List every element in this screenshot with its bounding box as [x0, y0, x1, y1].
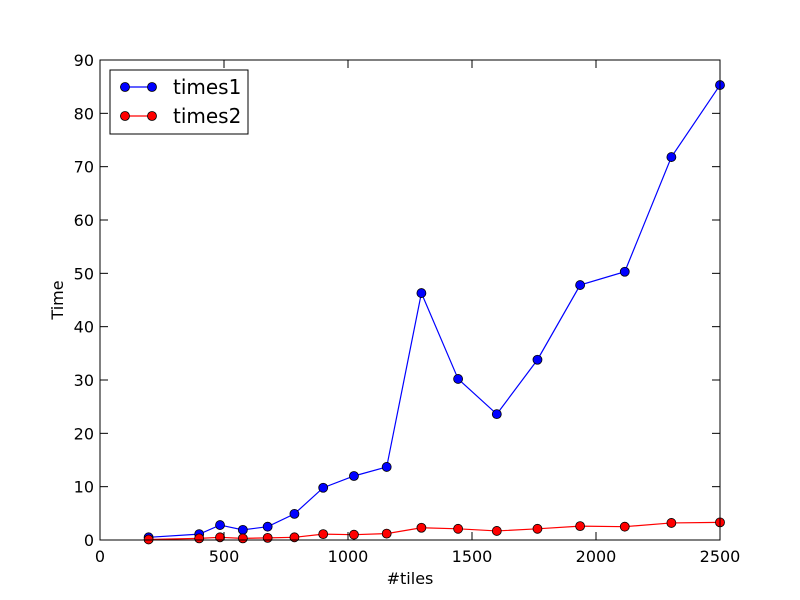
data-point-times2 [666, 518, 677, 528]
legend-label-times1: times1 [173, 75, 241, 99]
y-axis-label: Time [48, 280, 67, 320]
data-point-times1 [453, 374, 464, 384]
x-tick-label: 2000 [576, 547, 617, 566]
y-tick-label: 50 [74, 264, 94, 283]
y-tick-label: 90 [74, 51, 94, 70]
y-tick-label: 10 [74, 478, 94, 497]
data-point-times2 [575, 521, 586, 532]
data-point-times1 [349, 471, 359, 481]
x-tick-label: 500 [209, 547, 240, 566]
data-point-times1 [289, 508, 300, 519]
data-point-times1 [318, 482, 329, 493]
y-tick-label: 20 [74, 424, 94, 443]
data-point-times1 [491, 409, 502, 420]
data-point-times2 [318, 529, 329, 540]
x-tick-label: 1000 [328, 547, 369, 566]
series-line-times1 [148, 84, 721, 538]
data-point-times2 [237, 533, 248, 544]
data-point-times1 [619, 266, 630, 277]
data-point-times2 [143, 534, 154, 545]
data-point-times1 [532, 354, 543, 365]
data-point-times2 [619, 521, 630, 532]
data-point-times1 [262, 521, 273, 532]
data-point-times2 [262, 532, 273, 543]
data-point-times2 [491, 526, 502, 536]
data-point-times1 [215, 520, 225, 530]
legend-marker-times2 [120, 111, 130, 121]
data-point-times1 [237, 524, 248, 535]
data-point-times1 [416, 288, 427, 298]
legend-box [109, 69, 249, 135]
x-tick-label: 1500 [452, 547, 493, 566]
x-tick-label: 2500 [700, 547, 741, 566]
data-point-times1 [666, 152, 677, 162]
legend-marker-times2 [147, 111, 157, 121]
x-axis-label: #tiles [387, 569, 434, 588]
data-point-times2 [381, 528, 392, 539]
plot-frame [99, 59, 721, 541]
data-point-times2 [194, 533, 205, 544]
data-point-times2 [453, 523, 464, 534]
x-tick-label: 0 [95, 547, 105, 566]
y-tick-label: 40 [74, 318, 94, 337]
data-point-times1 [381, 462, 392, 472]
y-tick-label: 0 [84, 531, 94, 550]
y-tick-label: 80 [74, 104, 94, 123]
legend-marker-times1 [120, 82, 130, 92]
y-tick-label: 70 [74, 158, 94, 177]
data-point-times2 [349, 529, 359, 540]
data-point-times1 [575, 280, 586, 290]
legend-marker-times1 [147, 82, 157, 92]
data-point-times2 [532, 523, 543, 534]
y-tick-label: 30 [74, 371, 94, 390]
y-tick-label: 60 [74, 211, 94, 230]
legend: times1 times2 [109, 69, 249, 135]
data-point-times2 [416, 522, 427, 533]
legend-label-times2: times2 [173, 104, 241, 128]
series-line-times2 [148, 521, 721, 541]
